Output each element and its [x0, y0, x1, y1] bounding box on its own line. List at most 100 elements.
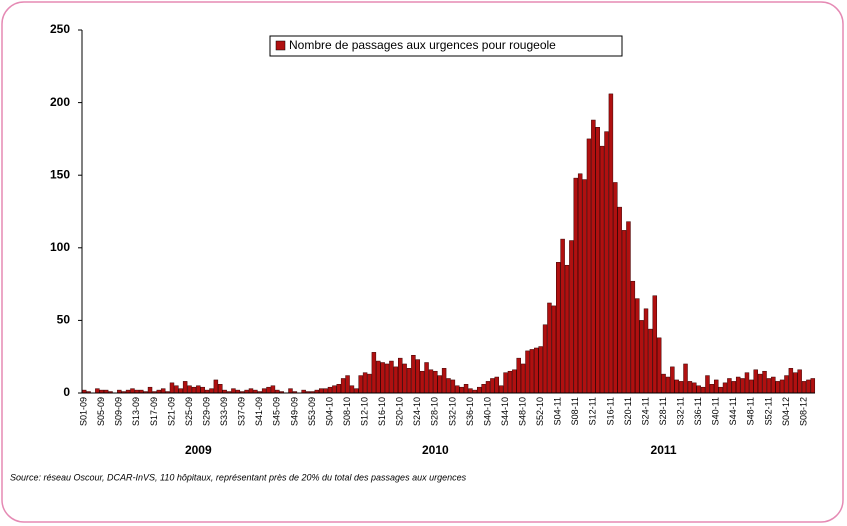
x-tick-label: S36-10: [465, 397, 475, 426]
bar: [191, 386, 197, 394]
bar: [604, 131, 609, 394]
x-tick-label: S48-10: [517, 397, 527, 426]
bar: [318, 388, 324, 394]
bar: [806, 379, 811, 394]
bar: [762, 370, 767, 394]
bar: [534, 347, 539, 394]
bar: [270, 385, 276, 394]
bar: [740, 378, 745, 394]
x-tick-label: S08-11: [570, 397, 580, 425]
bar: [639, 320, 644, 394]
x-tick-label: S08-12: [798, 397, 808, 426]
x-tick-label: S08-10: [342, 397, 352, 426]
x-tick-label: S41-09: [254, 397, 264, 426]
bar: [406, 368, 412, 394]
bar: [433, 370, 438, 394]
x-tick-label: S04-10: [324, 397, 334, 426]
bar: [595, 127, 600, 394]
bar: [362, 372, 368, 394]
bar: [327, 386, 333, 394]
bar: [630, 280, 636, 394]
bar: [564, 264, 570, 394]
y-tick-label: 50: [57, 313, 71, 327]
bar: [446, 378, 451, 394]
bar: [635, 298, 640, 394]
bar: [441, 368, 447, 394]
x-tick-label: S01-09: [79, 397, 89, 426]
x-tick-label: S44-10: [500, 397, 510, 426]
bar: [722, 382, 728, 394]
x-tick-label: S12-10: [359, 397, 369, 426]
y-tick-label: 150: [50, 167, 70, 181]
bar: [261, 388, 267, 394]
x-tick-label: S36-11: [693, 397, 703, 425]
x-tick-label: S09-09: [114, 397, 124, 426]
bar: [200, 386, 205, 394]
bar: [367, 373, 372, 394]
bar: [288, 388, 293, 394]
bar: [700, 386, 706, 394]
bar: [455, 385, 460, 394]
bar: [621, 230, 627, 394]
bar: [332, 385, 337, 394]
bar: [753, 369, 758, 394]
year-label: 2011: [651, 443, 677, 457]
bar: [411, 354, 416, 394]
bar: [735, 376, 741, 394]
bar: [380, 362, 385, 394]
bar: [231, 388, 236, 394]
bar: [130, 388, 135, 394]
bar: [652, 295, 658, 394]
y-tick-label: 200: [50, 95, 70, 109]
bar: [784, 375, 789, 394]
y-tick-label: 250: [50, 22, 70, 36]
x-tick-label: S40-11: [711, 397, 721, 425]
bar: [696, 385, 701, 394]
bar: [371, 352, 377, 394]
bar: [674, 379, 679, 394]
bar: [599, 145, 605, 394]
x-tick-label: S04-11: [553, 397, 563, 425]
bar: [463, 384, 469, 394]
bar: [538, 346, 543, 394]
bar: [687, 381, 693, 394]
bar: [345, 375, 350, 394]
bar: [182, 381, 188, 394]
bar: [525, 350, 530, 394]
x-tick-label: S04-12: [781, 397, 791, 426]
bar: [397, 357, 403, 394]
bar: [218, 384, 223, 394]
bar: [731, 381, 737, 394]
bar: [187, 385, 192, 394]
bar: [705, 375, 710, 394]
x-tick-label: S21-09: [166, 397, 176, 426]
bar: [512, 369, 517, 394]
bar: [476, 386, 482, 394]
x-tick-label: S16-10: [377, 397, 387, 426]
bar: [485, 381, 491, 394]
bar: [744, 372, 750, 394]
bar: [586, 138, 592, 394]
bar: [516, 357, 521, 394]
bar: [810, 378, 816, 394]
bar: [520, 363, 526, 394]
x-tick-label: S25-09: [184, 397, 194, 426]
bar: [336, 384, 341, 394]
bar: [714, 379, 719, 394]
x-tick-label: S44-11: [728, 397, 738, 425]
bar: [779, 379, 785, 394]
bar: [196, 385, 201, 394]
bar: [178, 388, 183, 394]
bar: [801, 381, 807, 394]
bar: [354, 388, 359, 394]
x-tick-label: S32-11: [676, 397, 686, 425]
x-tick-label: S52-10: [535, 397, 545, 426]
bar: [529, 349, 535, 394]
bar: [678, 381, 684, 394]
bar: [643, 308, 649, 394]
bar: [481, 384, 486, 394]
bar: [498, 385, 504, 394]
bar: [665, 376, 671, 394]
bar: [577, 173, 583, 394]
